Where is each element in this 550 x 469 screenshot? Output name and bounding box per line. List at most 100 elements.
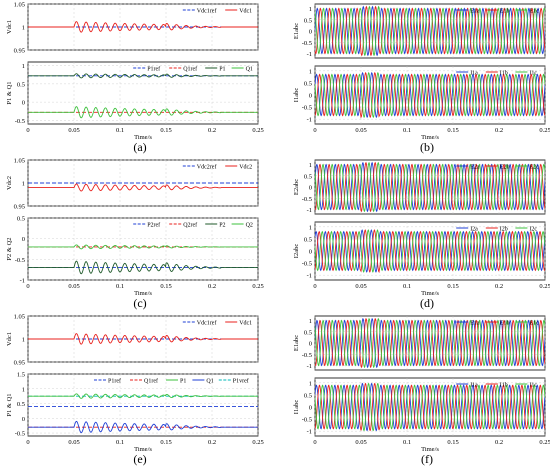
series-e2b (315, 161, 545, 213)
legend-label: E1b (500, 8, 510, 14)
caption-f: (f) (421, 452, 433, 466)
y-axis-label: E1abc (293, 335, 300, 351)
x-tick-label: 0.2 (208, 439, 216, 446)
x-tick-label: 0.15 (447, 439, 458, 446)
y-tick-label: -1 (307, 117, 312, 124)
x-tick-label: 0.2 (495, 283, 503, 290)
series-i1c (315, 382, 545, 432)
caption-b: (b) (420, 140, 434, 154)
y-tick-label: 0.95 (14, 360, 25, 367)
y-tick-label: 0.95 (14, 204, 25, 211)
x-tick-label: 0.05 (68, 283, 79, 290)
y-tick-label: -0.5 (15, 257, 25, 264)
legend-label: I1c (529, 382, 537, 388)
legend-label: E2c (529, 164, 539, 170)
y-tick-label: 1 (309, 68, 312, 75)
legend-label: I1a (470, 70, 478, 76)
series-e2c (315, 161, 545, 213)
x-tick-label: 0.25 (252, 439, 263, 446)
y-tick-label: 1.5 (17, 372, 25, 379)
series-vdc1 (28, 333, 258, 345)
x-tick-label: 0.1 (403, 439, 411, 446)
y-tick-label: 0 (309, 405, 312, 412)
chart-f-bot: -1 -0.5 0 0.5 1 0 0.05 0.1 0.15 0.2 0.25 Time/s I1ab… (293, 377, 550, 453)
y-tick-label: 1.05 (14, 2, 25, 9)
chart-b-bot: -1 -0.5 0 0.5 1 0 0.05 0.1 0.15 0.2 0.25 Time/s I1ab… (293, 65, 550, 141)
x-tick-label: 0.25 (252, 127, 263, 134)
x-axis-label: Time/s (134, 134, 152, 141)
y-tick-label: 1 (309, 224, 312, 231)
legend-label: E1c (529, 8, 539, 14)
chart-e-top: 0.95 1 1.05 Vdc1 Vdc1 Vdc1ref (6, 314, 259, 367)
legend-label: Vdc1 (239, 320, 252, 326)
legend-label: E1a (470, 320, 480, 326)
legend-label: I2c (529, 226, 537, 232)
legend-label: Q1 (206, 378, 213, 384)
x-axis-label: Time/s (421, 446, 439, 453)
series-e1c (315, 317, 545, 369)
x-axis-label: Time/s (421, 134, 439, 141)
y-axis-label: Vdc1 (6, 20, 13, 34)
y-tick-label: 0.5 (17, 81, 25, 88)
x-axis-label: Time/s (134, 446, 152, 453)
legend-label: Vdc2ref (197, 163, 217, 170)
y-tick-label: 0.5 (17, 401, 25, 408)
legend-label: Vdc2 (239, 164, 252, 170)
y-axis-label: P2 & Q2 (6, 237, 13, 260)
y-tick-label: 0 (309, 341, 312, 348)
series-q1 (28, 420, 258, 434)
series-e1a (315, 5, 545, 57)
y-tick-label: 1 (309, 6, 312, 13)
x-tick-label: 0.05 (355, 283, 366, 290)
series-i1c (315, 71, 545, 119)
legend-label: P1 (180, 378, 186, 384)
y-tick-label: -1 (307, 273, 312, 280)
series-p1 (28, 73, 258, 79)
x-tick-label: 0.25 (252, 283, 263, 290)
y-tick-label: 0.5 (304, 80, 312, 87)
x-axis-label: Time/s (421, 290, 439, 297)
legend-label: Q2ref (183, 221, 197, 228)
y-tick-label: 1 (22, 63, 25, 70)
caption-d: (d) (420, 296, 434, 310)
y-axis-label: P1 & Q1 (6, 81, 13, 104)
chart-b-top: -1 -0.5 0 0.5 1 E1abc E1c E1b E1a (293, 3, 546, 59)
y-tick-label: 1 (22, 337, 25, 344)
series-p2 (28, 260, 258, 275)
plot-frame (27, 217, 259, 281)
series-q2 (28, 244, 258, 250)
caption-e: (e) (133, 452, 147, 466)
y-tick-label: 0 (309, 249, 312, 256)
x-tick-label: 0.05 (68, 439, 79, 446)
x-tick-label: 0 (313, 439, 316, 446)
x-tick-label: 0.1 (403, 127, 411, 134)
y-tick-label: -0.5 (302, 352, 312, 359)
x-tick-label: 0.25 (539, 439, 550, 446)
x-tick-label: 0.05 (355, 439, 366, 446)
series-i2a (315, 229, 545, 273)
series-vdc2 (28, 183, 258, 192)
y-tick-label: -0.5 (302, 40, 312, 47)
y-tick-label: -0.5 (302, 105, 312, 112)
y-axis-label: E1abc (293, 23, 300, 39)
legend-label: E1a (470, 8, 480, 14)
y-tick-label: -1 (307, 51, 312, 58)
y-tick-label: 1 (309, 162, 312, 169)
legend-label: E2a (470, 164, 480, 170)
y-tick-label: 0.5 (304, 17, 312, 24)
y-tick-label: -1 (307, 429, 312, 436)
legend-label: P2 (219, 222, 225, 228)
y-axis-label: P1 & Q1 (6, 393, 13, 416)
legend-label: I2a (470, 226, 478, 232)
y-tick-label: 0 (309, 185, 312, 192)
chart-f-top: -1 -0.5 0 0.5 1 E1abc E1c E1b E1a (293, 315, 546, 371)
x-tick-label: 0.2 (495, 127, 503, 134)
legend-label: Vdc1ref (197, 319, 217, 326)
chart-d-top: -1 -0.5 0 0.5 1 E2abc E2c E2b E2a (293, 159, 546, 215)
x-tick-label: 0 (26, 283, 29, 290)
y-axis-label: I1abc (293, 88, 300, 103)
y-axis-label: E2abc (293, 179, 300, 195)
x-tick-label: 0 (313, 127, 316, 134)
